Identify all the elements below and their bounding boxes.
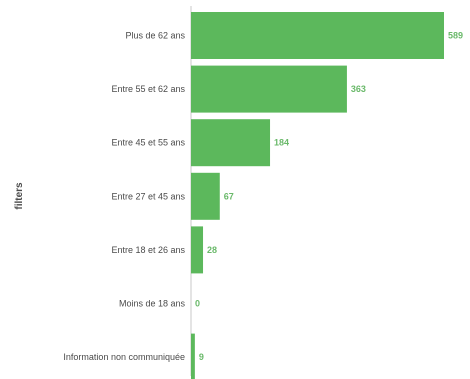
value-label: 9 (199, 352, 204, 362)
category-label: Entre 45 et 55 ans (111, 138, 185, 148)
bars-group: Plus de 62 ans 589 Entre 55 et 62 ans 363 En… (63, 12, 463, 379)
bar[interactable] (191, 172, 220, 220)
category-label: Entre 27 et 45 ans (111, 191, 185, 201)
value-label: 67 (224, 191, 234, 201)
value-label: 363 (351, 84, 366, 94)
category-label: Entre 55 et 62 ans (111, 84, 185, 94)
bar[interactable] (191, 226, 204, 274)
category-label: Plus de 62 ans (125, 31, 185, 41)
value-label: 589 (448, 31, 463, 41)
y-axis-title: filters (14, 182, 25, 210)
value-label: 184 (274, 138, 289, 148)
category-label: Moins de 18 ans (119, 299, 186, 309)
bar[interactable] (191, 333, 195, 379)
bar[interactable] (191, 12, 444, 59)
value-label: 28 (207, 245, 217, 255)
bar[interactable] (191, 119, 271, 167)
bar[interactable] (191, 65, 347, 113)
value-label: 0 (195, 299, 200, 309)
category-label: Entre 18 et 26 ans (111, 245, 185, 255)
category-label: Information non communiquée (63, 352, 185, 362)
